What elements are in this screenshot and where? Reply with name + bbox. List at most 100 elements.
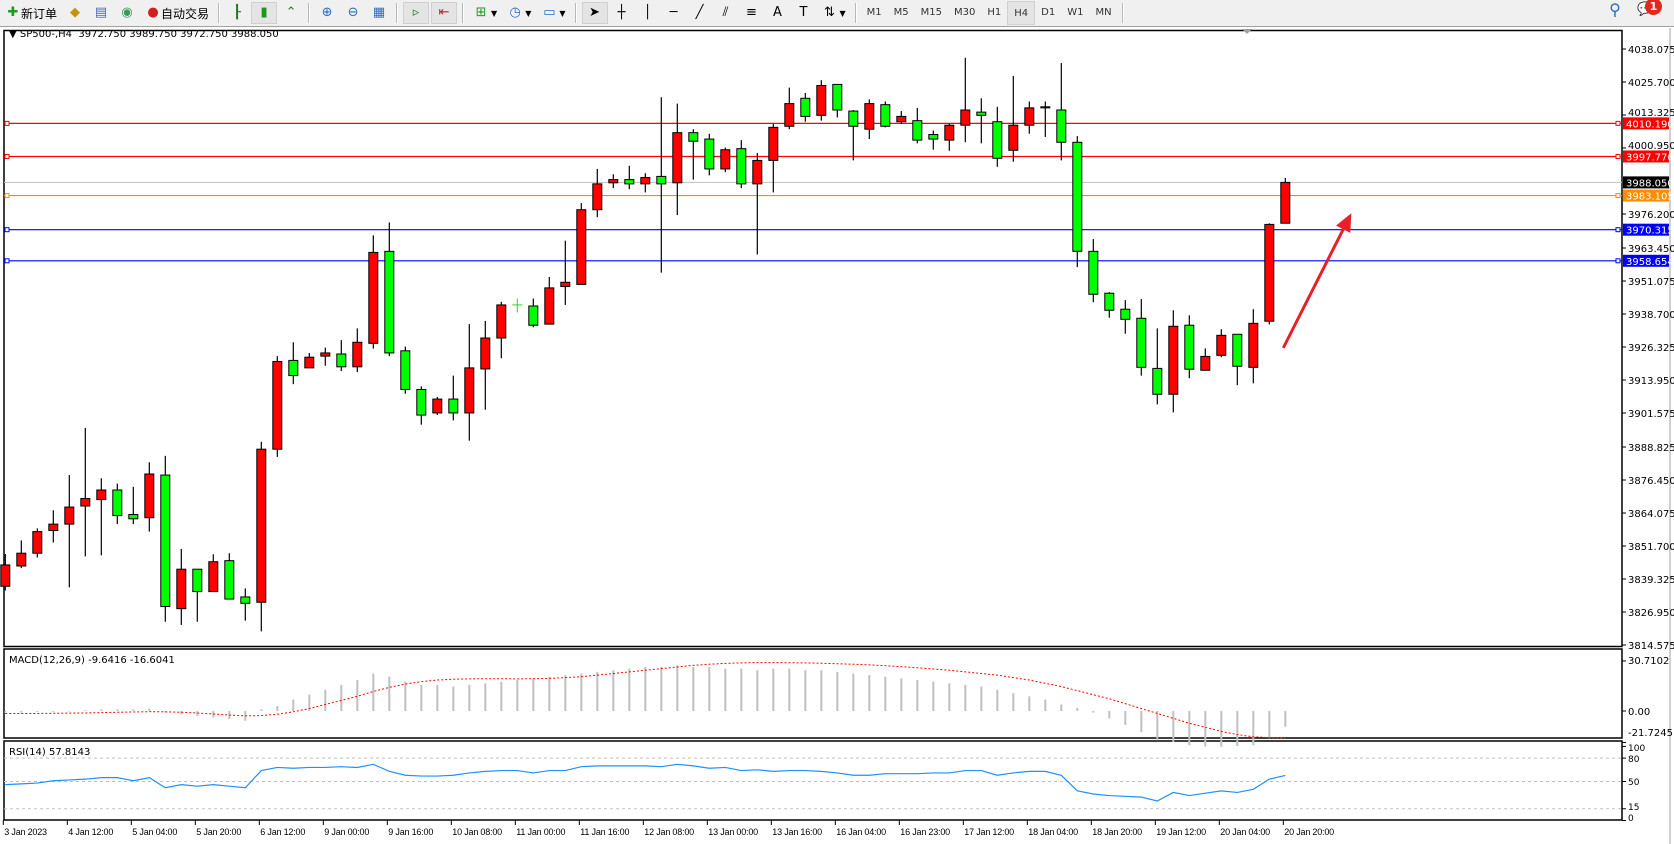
collapse-arrow-icon[interactable]: ▼ xyxy=(9,29,20,40)
chart-shift-button[interactable]: ⇤ xyxy=(431,2,458,24)
candle-body[interactable] xyxy=(144,473,155,519)
candle-body[interactable] xyxy=(608,179,619,184)
line-chart-button[interactable]: ⌃ xyxy=(279,2,303,24)
zoom-in-button[interactable]: ⊕ xyxy=(315,2,339,24)
candle-body[interactable] xyxy=(1024,107,1035,126)
candle-body[interactable] xyxy=(240,596,251,604)
timeframe-m15[interactable]: M15 xyxy=(920,6,943,18)
timeframe-m5[interactable]: M5 xyxy=(893,6,909,18)
candle-body[interactable] xyxy=(624,179,635,185)
candle-body[interactable] xyxy=(752,159,763,185)
candle-body[interactable] xyxy=(128,514,139,520)
arrows-button[interactable]: ⇅ ▼ xyxy=(818,2,850,24)
crosshair-button[interactable]: ┼ xyxy=(610,2,634,24)
candle-body[interactable] xyxy=(64,506,75,525)
candle-body[interactable] xyxy=(768,126,779,161)
candle-body[interactable] xyxy=(432,398,443,414)
timeframe-d1[interactable]: D1 xyxy=(1041,6,1056,18)
text-button[interactable]: A xyxy=(766,2,790,24)
timeframe-h1[interactable]: H1 xyxy=(987,6,1002,18)
candle-body[interactable] xyxy=(1008,124,1019,151)
candle-body[interactable] xyxy=(1184,324,1195,370)
candle-body[interactable] xyxy=(672,132,683,184)
candle-body[interactable] xyxy=(176,568,187,610)
notification-button[interactable]: 💬1 xyxy=(1637,0,1662,18)
data-window-button[interactable]: ▤ xyxy=(89,2,113,24)
candle-body[interactable] xyxy=(1136,317,1147,368)
candle-body[interactable] xyxy=(896,115,907,123)
candle-body[interactable] xyxy=(960,109,971,126)
candle-body[interactable] xyxy=(640,176,651,185)
candle-body[interactable] xyxy=(384,250,395,354)
candlestick-button[interactable]: ▮ xyxy=(251,2,278,24)
candle-body[interactable] xyxy=(864,103,875,130)
text-label-button[interactable]: T xyxy=(792,2,816,24)
candle-body[interactable] xyxy=(736,148,747,185)
search-icon[interactable]: ⚲ xyxy=(1609,0,1621,19)
candle-body[interactable] xyxy=(288,359,299,377)
timeframe-h4[interactable]: H4 xyxy=(1007,1,1036,25)
tile-windows-button[interactable]: ▦ xyxy=(367,2,391,24)
candle-body[interactable] xyxy=(496,304,507,339)
templates-button[interactable]: ▭ ▼ xyxy=(537,2,569,24)
timeframe-m30[interactable]: M30 xyxy=(954,6,976,18)
auto-scroll-button[interactable]: ▹ xyxy=(403,2,430,24)
candle-body[interactable] xyxy=(544,287,555,325)
candle-body[interactable] xyxy=(16,552,27,567)
candle-body[interactable] xyxy=(192,568,203,593)
candle-body[interactable] xyxy=(944,124,955,141)
periods-button[interactable]: ◷ ▼ xyxy=(503,2,535,24)
candle-body[interactable] xyxy=(96,489,107,501)
candle-body[interactable] xyxy=(592,183,603,211)
level-handle-right[interactable] xyxy=(1615,193,1621,199)
candle-body[interactable] xyxy=(1232,333,1243,367)
cursor-button[interactable]: ➤ xyxy=(581,2,608,24)
level-handle-right[interactable] xyxy=(1615,258,1621,264)
candle-body[interactable] xyxy=(976,111,987,116)
history-button[interactable]: ◆ xyxy=(63,2,87,24)
candle-body[interactable] xyxy=(1216,334,1227,356)
candle-body[interactable] xyxy=(48,523,59,532)
candle-body[interactable] xyxy=(352,341,363,368)
candle-body[interactable] xyxy=(928,134,939,140)
candle-body[interactable] xyxy=(464,367,475,414)
candle-body[interactable] xyxy=(1040,106,1051,109)
candle-body[interactable] xyxy=(480,337,491,370)
candle-body[interactable] xyxy=(784,103,795,127)
candle-body[interactable] xyxy=(800,97,811,117)
candle-body[interactable] xyxy=(400,350,411,390)
candle-body[interactable] xyxy=(224,560,235,600)
candle-body[interactable] xyxy=(1280,181,1291,224)
timeframe-mn[interactable]: MN xyxy=(1095,6,1112,18)
candle-body[interactable] xyxy=(208,561,219,593)
candle-body[interactable] xyxy=(368,251,379,344)
chart-window[interactable]: 4038.075 4025.700 4013.325 4000.950 3976.200… xyxy=(0,27,1674,844)
trendline-button[interactable]: ╱ xyxy=(688,2,712,24)
candle-body[interactable] xyxy=(272,360,283,450)
level-handle-right[interactable] xyxy=(1615,227,1621,233)
candle-body[interactable] xyxy=(304,356,315,369)
timeframe-w1[interactable]: W1 xyxy=(1067,6,1084,18)
candle-body[interactable] xyxy=(880,104,891,127)
timeframe-m1[interactable]: M1 xyxy=(866,6,882,18)
candle-body[interactable] xyxy=(576,209,587,285)
candle-body[interactable] xyxy=(1264,223,1275,322)
candle-body[interactable] xyxy=(720,149,731,170)
level-handle-left[interactable] xyxy=(4,193,10,199)
candle-body[interactable] xyxy=(560,281,571,288)
zoom-out-button[interactable]: ⊖ xyxy=(341,2,365,24)
bar-chart-button[interactable]: ┠ xyxy=(225,2,249,24)
candle-body[interactable] xyxy=(528,305,539,326)
candle-body[interactable] xyxy=(1056,109,1067,143)
level-handle-left[interactable] xyxy=(4,120,10,126)
candle-body[interactable] xyxy=(1104,292,1115,311)
candle-body[interactable] xyxy=(912,120,923,141)
candle-body[interactable] xyxy=(160,474,171,608)
candle-body[interactable] xyxy=(1152,367,1163,395)
candle-body[interactable] xyxy=(448,398,459,414)
level-handle-right[interactable] xyxy=(1615,153,1621,159)
vertical-line-button[interactable]: │ xyxy=(636,2,660,24)
candle-body[interactable] xyxy=(848,110,859,127)
candle-body[interactable] xyxy=(0,564,11,587)
candle-body[interactable] xyxy=(80,498,91,507)
